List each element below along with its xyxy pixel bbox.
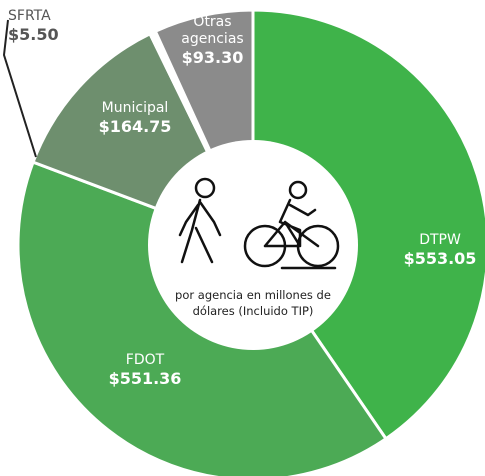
category-name: SFRTA	[8, 8, 51, 24]
value-label: $164.75	[98, 116, 172, 136]
category-name: Otras agencias	[181, 14, 244, 47]
slice-label: DTPW $553.05	[395, 232, 485, 268]
walker-body	[178, 198, 222, 264]
wedge	[251, 8, 485, 441]
center-text: por agencia en millones de dólares (Incl…	[175, 288, 331, 318]
value-label: $93.30	[181, 47, 244, 67]
value-label: $551.36	[108, 368, 182, 388]
slice-label: SFRTA $5.50	[8, 8, 68, 44]
category-name: FDOT	[125, 352, 165, 368]
value-label: $553.05	[403, 248, 477, 268]
leader-line	[2, 19, 37, 158]
slice-label: Municipal $164.75	[80, 100, 190, 136]
cyclist-head	[288, 180, 308, 200]
category-name: Municipal	[101, 100, 169, 116]
slice-label: Otras agencias $93.30	[165, 14, 260, 67]
bike-frame	[263, 198, 337, 270]
icons	[178, 177, 340, 270]
walker-head	[194, 177, 216, 199]
category-name: DTPW	[419, 232, 461, 248]
value-label: $5.50	[8, 24, 59, 44]
slice-label: FDOT $551.36	[95, 352, 195, 388]
